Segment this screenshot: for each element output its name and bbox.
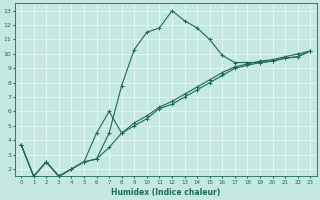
X-axis label: Humidex (Indice chaleur): Humidex (Indice chaleur) [111, 188, 220, 197]
